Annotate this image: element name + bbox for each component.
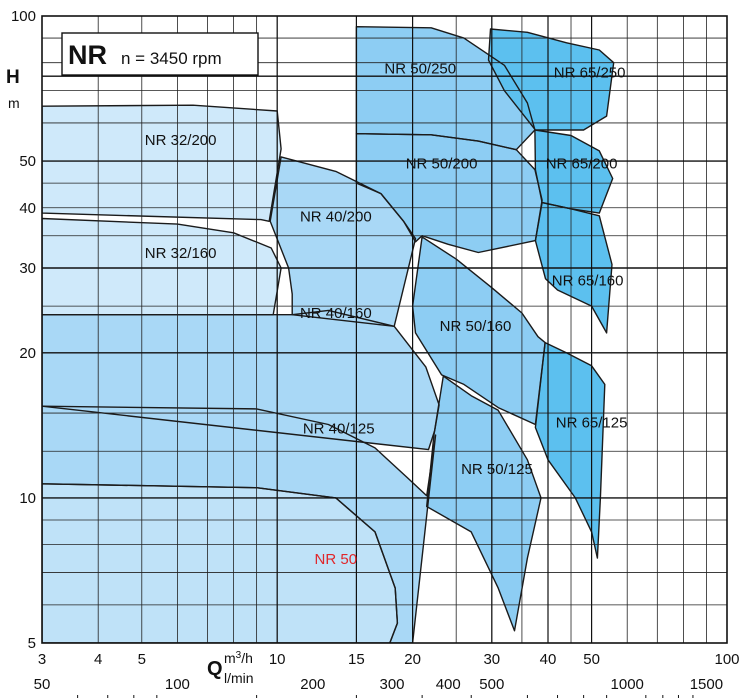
- curve-nr-50: [42, 483, 399, 643]
- curve-nr-65-125: [534, 341, 606, 559]
- label-nr-40-160: NR 40/160: [300, 305, 372, 322]
- label-nr-40-200: NR 40/200: [300, 208, 372, 225]
- x-tick-label: 100: [714, 651, 739, 668]
- x2-tick-label: 50: [34, 676, 51, 693]
- x-axis-label: Q: [207, 658, 223, 680]
- region-nr-50: [42, 483, 398, 643]
- x-tick-label: 40: [540, 651, 557, 668]
- label-nr-40-125: NR 40/125: [303, 421, 375, 438]
- x2-tick-label: 100: [165, 676, 190, 693]
- x-tick-label: 3: [38, 651, 46, 668]
- y-tick-label: 40: [19, 200, 36, 217]
- label-nr-50-125: NR 50/125: [461, 461, 533, 478]
- x-tick-label: 20: [404, 651, 421, 668]
- region-nr-32-160: [42, 218, 282, 315]
- label-nr-50: NR 50: [315, 551, 358, 568]
- label-nr-50-200: NR 50/200: [406, 156, 478, 173]
- x2-tick-labels: 50 100 200 300 400 500 1000 1500: [34, 676, 723, 698]
- region-nr-40-200: [270, 156, 416, 327]
- curve-nr-65-200: [534, 129, 614, 214]
- curve-nr-50-125: [426, 375, 542, 632]
- label-nr-65-160: NR 65/160: [552, 272, 624, 289]
- region-nr-50-160: [412, 236, 546, 425]
- y-axis-unit: m: [8, 95, 20, 111]
- x-tick-label: 10: [269, 651, 286, 668]
- label-nr-65-200: NR 65/200: [546, 156, 618, 173]
- label-nr-65-250: NR 65/250: [554, 65, 626, 82]
- x-tick-label: 30: [483, 651, 500, 668]
- plot-border: [41, 15, 728, 644]
- x-tick-label: 15: [348, 651, 365, 668]
- x-tick-label: 50: [583, 651, 600, 668]
- chart-title: NR: [68, 40, 107, 70]
- y-tick-label: 30: [19, 260, 36, 277]
- y-tick-label: 20: [19, 345, 36, 362]
- pump-curves: [42, 26, 615, 643]
- region-nr-50-125: [426, 376, 541, 631]
- x-axis-unit-secondary: l/min: [224, 670, 254, 686]
- chart-grid: [41, 16, 727, 644]
- chart-subtitle: n = 3450 rpm: [121, 49, 222, 68]
- y-tick-label: 100: [11, 8, 36, 25]
- pump-regions: [42, 26, 614, 643]
- y-tick-label: 50: [19, 153, 36, 170]
- region-nr-40-125: [42, 406, 436, 643]
- label-nr-32-200: NR 32/200: [145, 132, 217, 149]
- region-nr-32-200: [42, 105, 282, 222]
- x2-tick-label: 300: [380, 676, 405, 693]
- region-nr-65-125: [535, 342, 605, 559]
- curve-nr-50-200: [355, 132, 543, 254]
- x-axis-unit-base: m: [224, 650, 236, 666]
- curve-nr-65-250: [487, 28, 615, 131]
- x2-tick-label: 500: [479, 676, 504, 693]
- y-tick-label: 5: [28, 635, 36, 652]
- plot-frame: [41, 15, 728, 644]
- x2-tick-label: 200: [300, 676, 325, 693]
- y-tick-label: 10: [19, 490, 36, 507]
- label-nr-50-250: NR 50/250: [384, 60, 456, 77]
- label-nr-50-160: NR 50/160: [440, 318, 512, 335]
- y-axis-label: H: [6, 67, 20, 88]
- x2-tick-label: 1500: [690, 676, 723, 693]
- region-nr-50-200: [356, 133, 543, 253]
- x-axis-unit-suffix: /h: [241, 650, 253, 666]
- x-tick-label: 5: [138, 651, 146, 668]
- model-labels: NR 32/200 NR 32/160 NR 40/200 NR 40/160 NR 4…: [145, 60, 628, 567]
- curve-nr-32-200: [42, 104, 282, 223]
- label-nr-65-125: NR 65/125: [556, 415, 628, 432]
- curve-nr-65-160: [534, 201, 613, 334]
- x-axis-unit-primary: m3/h: [224, 650, 253, 666]
- x-tick-label: 4: [94, 651, 102, 668]
- title-box: NR n = 3450 rpm: [61, 32, 259, 76]
- y-tick-labels: 5 10 20 30 40 50 100: [11, 8, 36, 652]
- label-nr-32-160: NR 32/160: [145, 245, 217, 262]
- x2-tick-label: 400: [436, 676, 461, 693]
- x-axis-unit-exp: 3: [236, 650, 242, 661]
- region-nr-65-200: [534, 130, 613, 214]
- region-nr-65-250: [488, 29, 614, 130]
- x-tick-labels: 3 4 5 10 15 20 30 40 50 100: [38, 651, 740, 668]
- x2-tick-label: 1000: [611, 676, 644, 693]
